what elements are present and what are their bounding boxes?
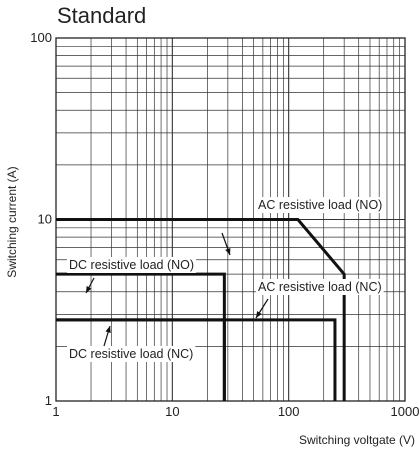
series-line: [56, 318, 226, 401]
annotation-arrowhead: [225, 248, 231, 255]
annotation-label: DC resistive load (NO): [69, 258, 194, 272]
series-line: [56, 272, 226, 401]
annotation-arrowhead: [105, 326, 111, 333]
annotation-bg: [67, 257, 197, 273]
x-tick-label: 100: [278, 404, 300, 419]
chart-title: Standard: [57, 3, 147, 28]
x-axis-label: Switching voltgate (V): [299, 433, 415, 447]
y-tick-label: 100: [30, 30, 52, 45]
series-lines: [56, 218, 346, 401]
series-line: [56, 218, 346, 401]
y-axis-label: Switching current (A): [5, 166, 19, 277]
y-tick-label: 10: [38, 212, 52, 227]
x-tick-label: 10: [165, 404, 179, 419]
annotation-bg: [67, 346, 196, 362]
x-tick-label: 1000: [391, 404, 419, 419]
annotation-label: AC resistive load (NO): [258, 198, 382, 212]
annotation-arrowhead: [86, 286, 92, 293]
ticks: 1 10 100 1000 1 10 100: [30, 30, 419, 419]
annotations: AC resistive load (NO) DC resistive load …: [67, 197, 385, 362]
annotation-label: AC resistive load (NC): [258, 280, 382, 294]
annotation-bg: [256, 279, 384, 295]
annotation-bg: [256, 197, 385, 213]
annotation-label: DC resistive load (NC): [69, 347, 193, 361]
annotation-arrowhead: [256, 311, 262, 318]
y-tick-label: 1: [45, 393, 52, 408]
x-tick-label: 1: [52, 404, 59, 419]
